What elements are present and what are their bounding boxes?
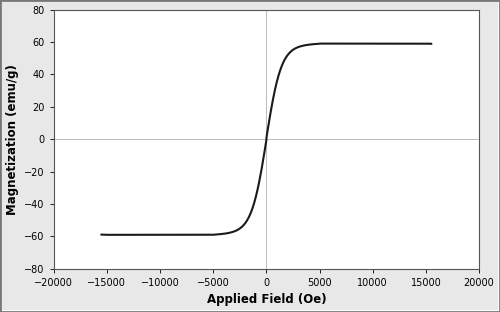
X-axis label: Applied Field (Oe): Applied Field (Oe) (206, 294, 326, 306)
Y-axis label: Magnetization (emu/g): Magnetization (emu/g) (6, 64, 18, 215)
